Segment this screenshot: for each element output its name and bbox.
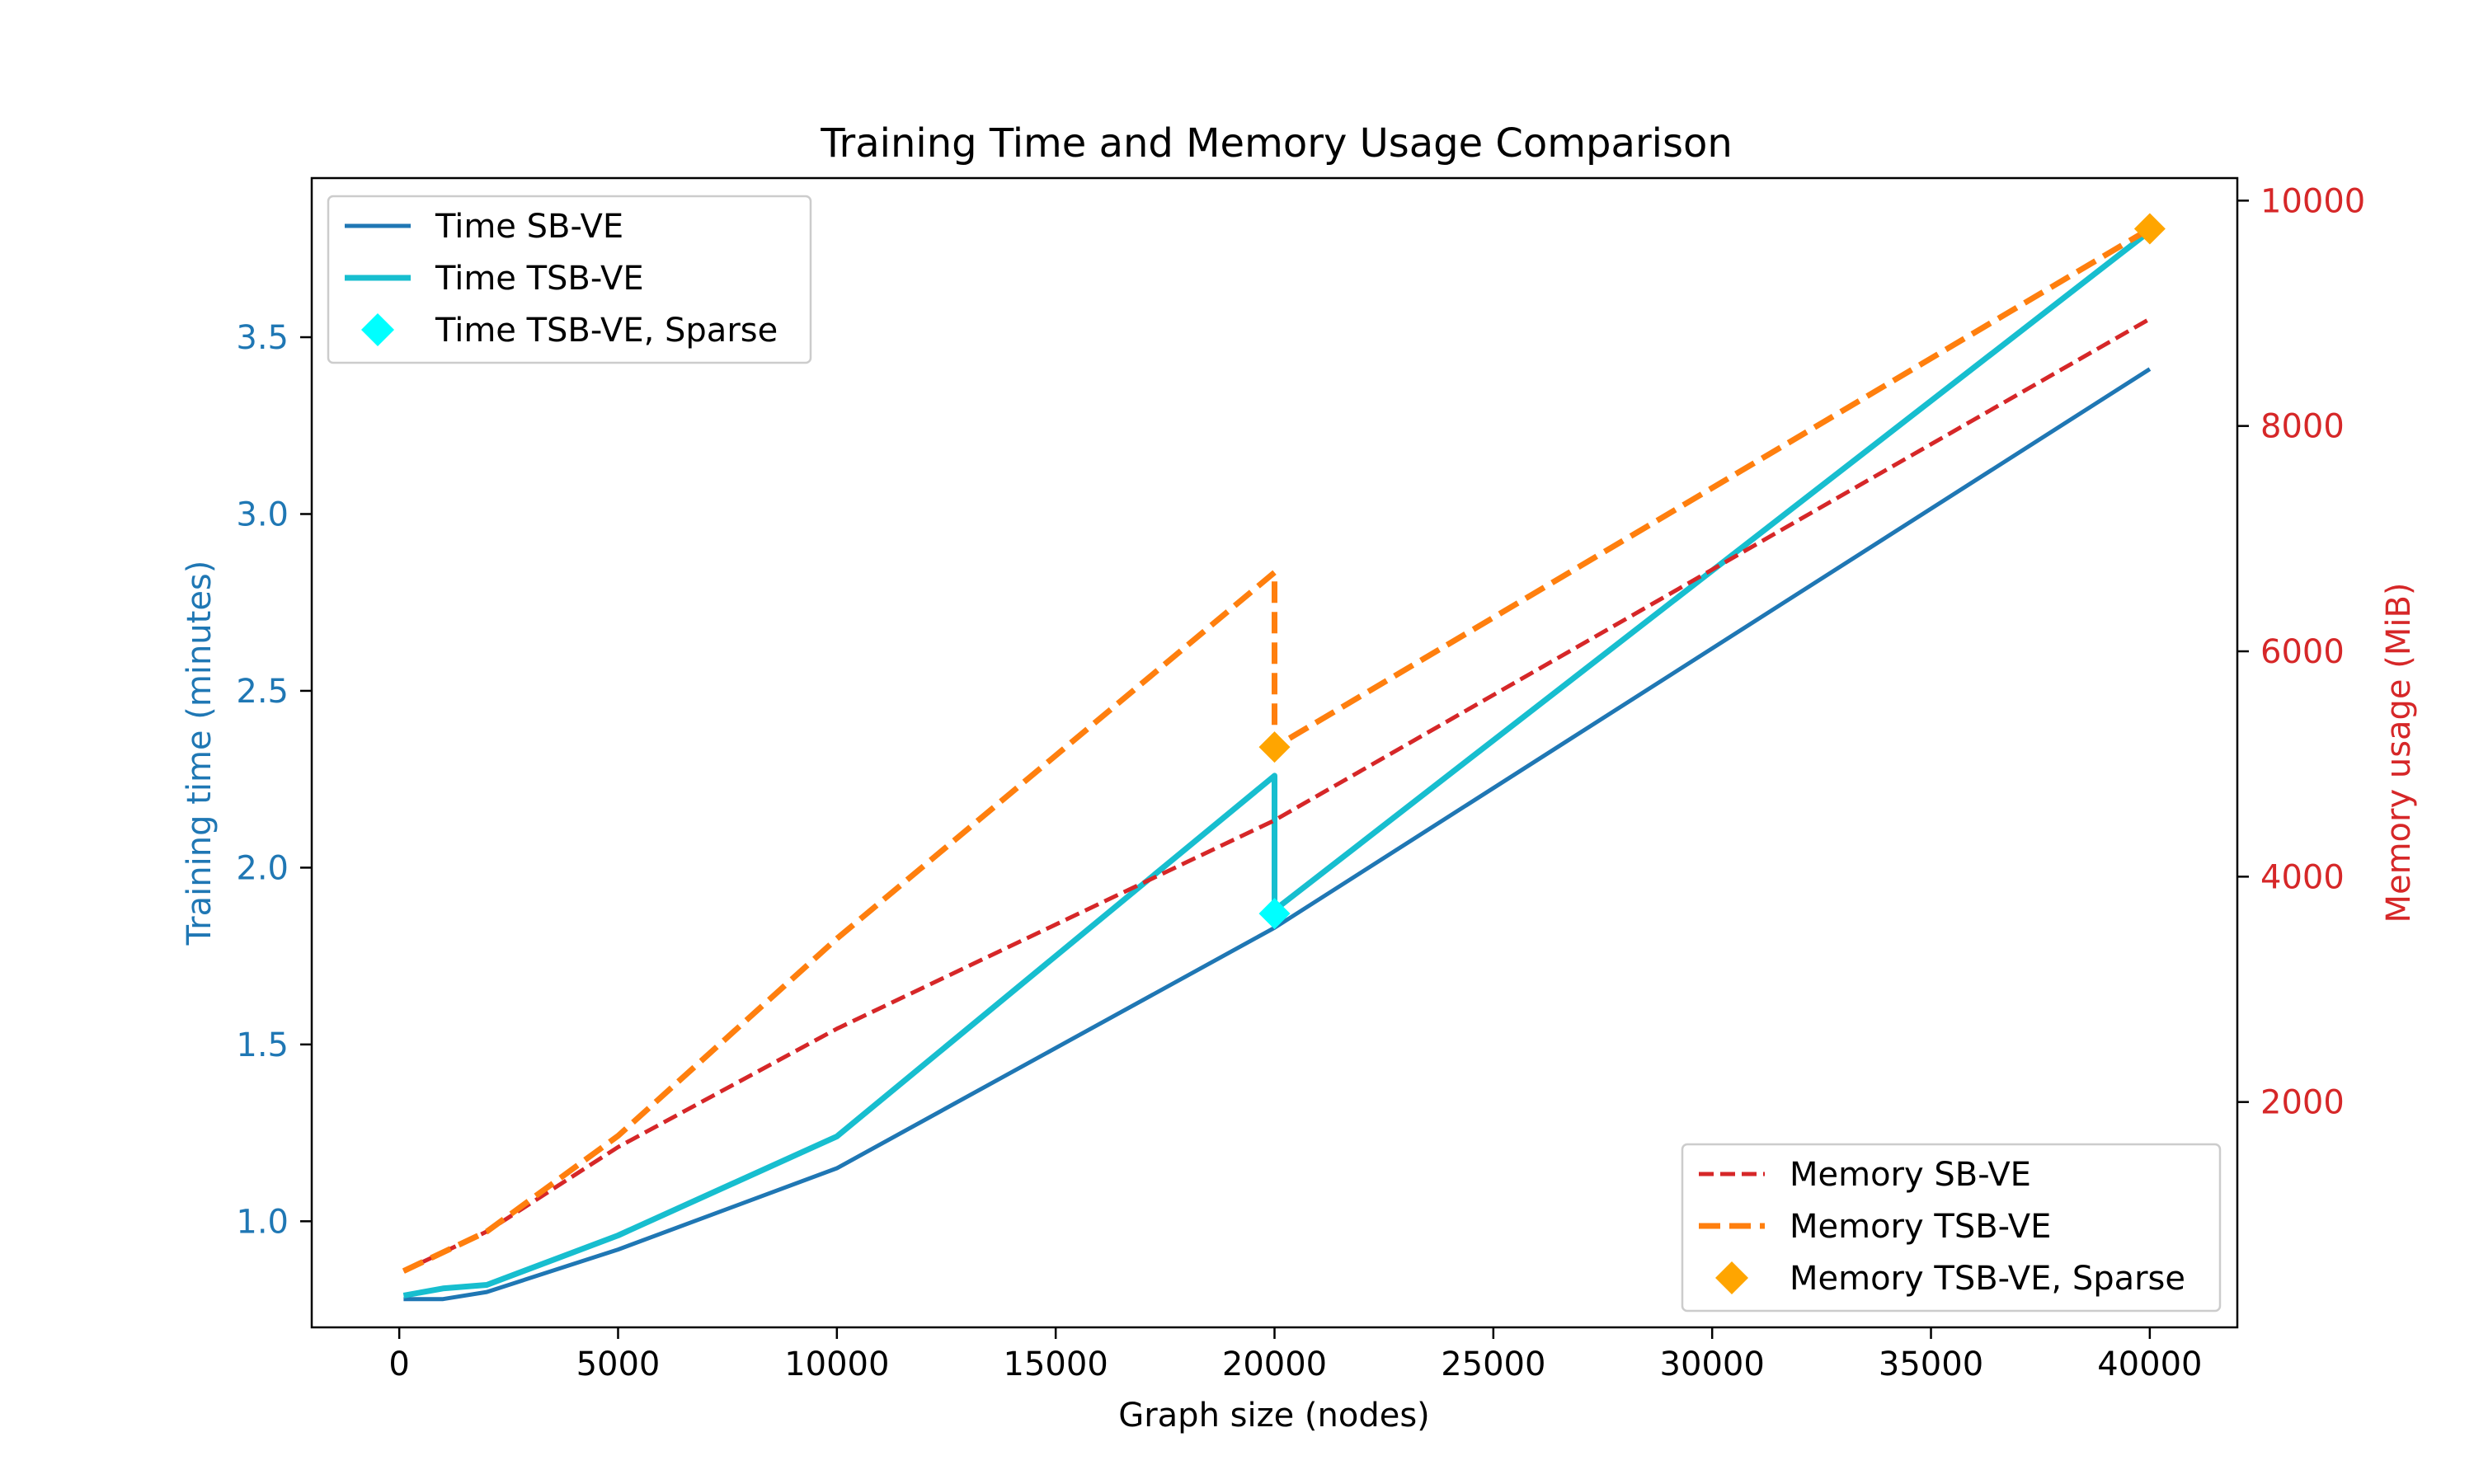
y-left-tick-label: 3.5 — [236, 319, 289, 357]
memory-tsb-ve-sparse-marker — [2133, 213, 2166, 245]
x-axis: 0 5000 10000 15000 20000 25000 30000 35000 40000 — [388, 1327, 2202, 1383]
legend-label-time-tsb-ve-sparse: Time TSB-VE, Sparse — [435, 312, 778, 350]
x-tick-label: 20000 — [1222, 1345, 1327, 1383]
y-left-tick-label: 1.5 — [236, 1026, 289, 1064]
chart-title: Training Time and Memory Usage Compariso… — [820, 120, 1733, 167]
legend-memory: Memory SB-VE Memory TSB-VE Memory TSB-VE, … — [1681, 1143, 2222, 1313]
y-axis-left: 1.0 1.5 2.0 2.5 3.0 3.5 — [236, 319, 312, 1241]
y-right-tick-label: 6000 — [2260, 633, 2345, 671]
y-axis-left-label: Training time (minutes) — [181, 561, 219, 946]
y-right-tick-label: 4000 — [2260, 858, 2345, 896]
legend-marker-memory-tsb-ve-sparse — [1715, 1261, 1748, 1294]
y-axis-right-label: Memory usage (MiB) — [2380, 582, 2418, 923]
x-tick-label: 0 — [388, 1345, 409, 1383]
y-left-tick-label: 2.5 — [236, 673, 289, 711]
legend-label-memory-sb-ve: Memory SB-VE — [1790, 1156, 2031, 1194]
legend-marker-time-tsb-ve-sparse — [361, 313, 394, 346]
legend-time-box — [327, 195, 812, 364]
legend-time: Time SB-VE Time TSB-VE Time TSB-VE, Sparse — [327, 195, 812, 364]
y-left-tick-label: 3.0 — [236, 495, 289, 533]
y-axis-right: 2000 4000 6000 8000 10000 — [2237, 182, 2365, 1122]
x-tick-label: 10000 — [784, 1345, 889, 1383]
x-tick-label: 25000 — [1441, 1345, 1545, 1383]
y-right-tick-label: 10000 — [2260, 182, 2365, 220]
time-tsb-ve-sparse-marker — [1258, 898, 1291, 930]
y-left-tick-label: 1.0 — [236, 1203, 289, 1241]
legend-label-memory-tsb-ve: Memory TSB-VE — [1790, 1208, 2051, 1246]
y-right-tick-label: 2000 — [2260, 1084, 2345, 1122]
legend-memory-box — [1681, 1143, 2222, 1313]
memory-tsb-ve-sparse-marker — [1258, 731, 1291, 763]
y-left-tick-label: 2.0 — [236, 849, 289, 887]
x-tick-label: 35000 — [1879, 1345, 1983, 1383]
x-tick-label: 15000 — [1004, 1345, 1108, 1383]
time-tsb-ve-line — [402, 228, 2152, 1298]
x-tick-label: 40000 — [2097, 1345, 2202, 1383]
x-axis-label: Graph size (nodes) — [1118, 1397, 1430, 1435]
legend-label-time-tsb-ve: Time TSB-VE — [435, 260, 644, 298]
x-tick-label: 30000 — [1660, 1345, 1765, 1383]
legend-label-memory-tsb-ve-sparse: Memory TSB-VE, Sparse — [1790, 1260, 2185, 1298]
x-tick-label: 5000 — [576, 1345, 661, 1383]
marker-layer — [1258, 213, 2166, 930]
legend-label-time-sb-ve: Time SB-VE — [435, 208, 623, 246]
y-right-tick-label: 8000 — [2260, 408, 2345, 446]
